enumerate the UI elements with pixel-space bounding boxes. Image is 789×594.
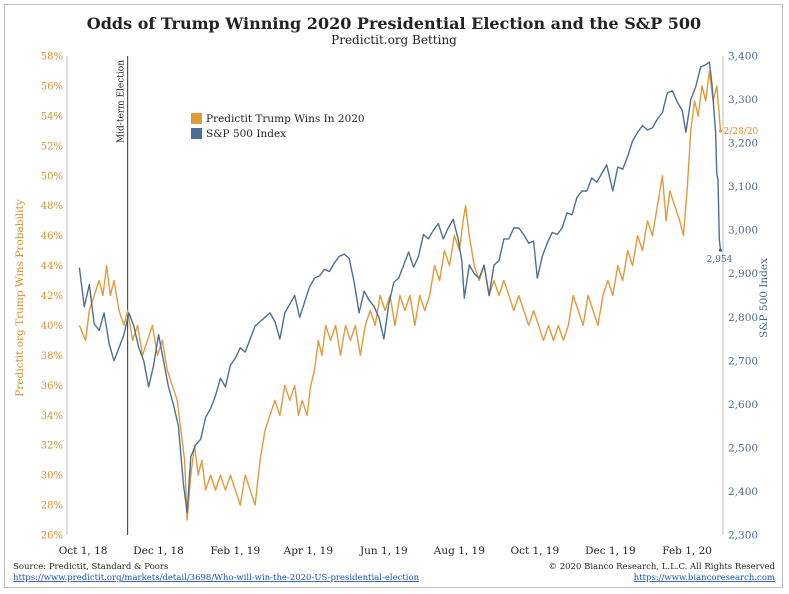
y-left-tick-label: 36% bbox=[41, 381, 63, 392]
y-right-tick-label: 2,300 bbox=[728, 530, 758, 542]
left-axis: 26% 28% 30% 32% 34% 36% 38% 40% 42% 44% 46% 48% 50% 5… bbox=[41, 52, 63, 542]
y-axis-right-label: S&P 500 Index bbox=[758, 258, 770, 338]
y-left-tick-label: 32% bbox=[41, 441, 63, 452]
x-tick-label: Aug 1, 19 bbox=[433, 545, 485, 557]
y-left-tick-label: 38% bbox=[41, 351, 63, 362]
footer-source: Source: Predictit, Standard & Poors bbox=[13, 562, 168, 572]
legend-label-predictit: Predictit Trump Wins In 2020 bbox=[206, 113, 365, 125]
y-left-tick-label: 44% bbox=[41, 261, 63, 272]
y-left-tick-label: 42% bbox=[41, 291, 63, 302]
y-right-tick-label: 3,100 bbox=[728, 181, 758, 193]
y-left-tick-label: 34% bbox=[41, 411, 63, 422]
y-right-tick-label: 2,400 bbox=[728, 486, 758, 498]
y-axis-left-label: Predictit.org Trump Wins Probability bbox=[14, 199, 26, 396]
sp500-line bbox=[78, 61, 722, 514]
y-right-tick-label: 2,900 bbox=[728, 268, 758, 280]
y-right-tick-label: 3,400 bbox=[728, 51, 758, 63]
legend-swatch-sp500 bbox=[191, 128, 202, 139]
footer-source-link[interactable]: https://www.predictit.org/markets/detail… bbox=[13, 573, 420, 583]
y-right-tick-label: 3,300 bbox=[728, 94, 758, 106]
y-left-tick-label: 50% bbox=[41, 171, 63, 182]
y-right-tick-label: 2,600 bbox=[728, 399, 758, 411]
right-axis: 2,300 2,400 2,500 2,600 2,700 2,800 2,900 3,000… bbox=[728, 51, 758, 542]
annotations: 2/28/20 2,954 bbox=[707, 127, 759, 265]
sp500-end-label: 2,954 bbox=[707, 255, 733, 265]
footer-copyright: © 2020 Bianco Research, L.L.C. All Right… bbox=[549, 562, 776, 572]
x-tick-label: Dec 1, 18 bbox=[133, 545, 184, 557]
plot-area bbox=[66, 56, 724, 535]
y-left-tick-label: 48% bbox=[41, 201, 63, 212]
y-right-tick-label: 2,800 bbox=[728, 312, 758, 324]
predictit-end-marker bbox=[718, 129, 723, 133]
y-left-tick-label: 26% bbox=[41, 531, 63, 542]
legend: Predictit Trump Wins In 2020 S&P 500 Ind… bbox=[191, 113, 365, 140]
x-tick-label: Dec 1, 19 bbox=[585, 545, 636, 557]
y-left-tick-label: 46% bbox=[41, 231, 63, 242]
y-left-tick-label: 40% bbox=[41, 321, 63, 332]
y-left-tick-label: 30% bbox=[41, 471, 63, 482]
midterm-election-marker: Mid-term Election bbox=[117, 56, 129, 535]
x-tick-label: Apr 1, 19 bbox=[283, 545, 333, 557]
footer-site-link[interactable]: https://www.biancoresearch.com bbox=[634, 573, 775, 583]
y-right-tick-label: 3,000 bbox=[728, 225, 758, 237]
y-left-tick-label: 52% bbox=[41, 141, 63, 152]
predictit-line bbox=[78, 70, 722, 521]
y-left-tick-label: 56% bbox=[41, 81, 63, 92]
midterm-election-label: Mid-term Election bbox=[117, 60, 127, 143]
legend-label-sp500: S&P 500 Index bbox=[206, 128, 286, 140]
y-left-tick-label: 54% bbox=[41, 111, 63, 122]
legend-swatch-predictit bbox=[191, 113, 202, 124]
x-tick-label: Oct 1, 18 bbox=[59, 545, 108, 557]
x-tick-label: Feb 1, 20 bbox=[662, 545, 712, 557]
y-left-tick-label: 58% bbox=[41, 52, 63, 63]
x-tick-label: Jun 1, 19 bbox=[359, 545, 408, 557]
y-right-tick-label: 3,200 bbox=[728, 138, 758, 150]
chart-frame: Odds of Trump Winning 2020 Presidential … bbox=[4, 4, 783, 588]
x-tick-label: Oct 1, 19 bbox=[510, 545, 559, 557]
x-axis: Oct 1, 18 Dec 1, 18 Feb 1, 19 Apr 1, 19 Jun … bbox=[59, 545, 712, 557]
predictit-end-label: 2/28/20 bbox=[724, 127, 759, 137]
chart-title: Odds of Trump Winning 2020 Presidential … bbox=[87, 14, 701, 33]
y-right-tick-label: 2,700 bbox=[728, 355, 758, 367]
y-right-tick-label: 2,500 bbox=[728, 442, 758, 454]
y-left-tick-label: 28% bbox=[41, 501, 63, 512]
sp500-end-marker bbox=[718, 248, 723, 252]
chart-subtitle: Predictit.org Betting bbox=[331, 33, 457, 47]
series-lines bbox=[78, 61, 722, 521]
x-tick-label: Feb 1, 19 bbox=[210, 545, 260, 557]
chart-svg: Odds of Trump Winning 2020 Presidential … bbox=[13, 14, 776, 583]
